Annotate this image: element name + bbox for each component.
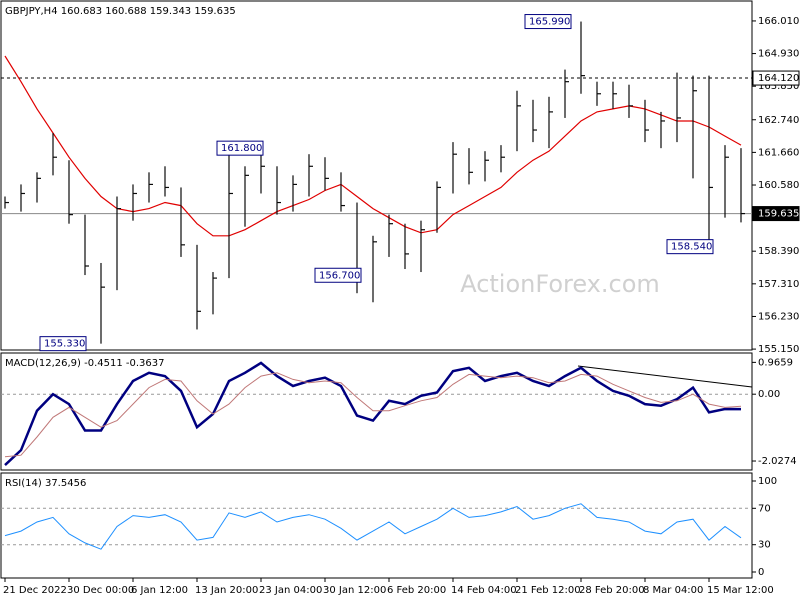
y-tick-label: 0 — [758, 567, 764, 578]
x-tick-label: 8 Mar 04:00 — [643, 585, 703, 596]
price-tag-label: 164.120 — [758, 73, 799, 84]
price-annotation-box — [666, 239, 714, 255]
x-tick-label: 15 Mar 12:00 — [707, 585, 774, 596]
watermark: ActionForex.com — [460, 270, 660, 298]
price-annotation-box — [216, 140, 264, 156]
price-tag-label: 159.635 — [758, 209, 799, 220]
x-tick-label: 23 Jan 04:00 — [259, 585, 322, 596]
panel-frame — [0, 352, 753, 471]
x-tick-label: 13 Jan 20:00 — [195, 585, 258, 596]
y-tick-label: 155.150 — [758, 344, 799, 355]
price-annotation: 156.700 — [319, 270, 360, 281]
panel-frame — [0, 472, 753, 579]
price-annotation-box — [39, 336, 87, 352]
indicator-line — [4, 361, 742, 467]
x-tick-label: 21 Feb 12:00 — [515, 585, 581, 596]
y-tick-label: 163.850 — [758, 81, 799, 92]
y-tick-label: 156.230 — [758, 311, 799, 322]
y-tick-label: 158.390 — [758, 246, 799, 257]
price-annotation: 155.330 — [44, 339, 85, 350]
y-tick-label: 160.580 — [758, 180, 799, 191]
panel-title: RSI(14) 37.5456 — [5, 478, 86, 489]
price-annotation: 165.990 — [529, 17, 570, 28]
x-tick-label: 28 Feb 20:00 — [579, 585, 645, 596]
trend-line — [577, 365, 753, 388]
price-annotation: 161.800 — [221, 143, 262, 154]
panel-frame — [0, 0, 753, 351]
indicator-line — [4, 372, 742, 458]
panel-title: MACD(12,26,9) -0.4511 -0.3637 — [5, 358, 165, 369]
y-tick-label: 0.00 — [758, 389, 780, 400]
y-tick-label: -2.0274 — [758, 456, 797, 467]
price-tag — [752, 70, 800, 86]
panel-title: GBPJPY,H4 160.683 160.688 159.343 159.63… — [5, 6, 236, 17]
y-tick-label: 100 — [758, 476, 777, 487]
x-tick-label: 21 Dec 2022 — [3, 585, 67, 596]
price-annotation-box — [314, 267, 362, 283]
y-tick-label: 166.010 — [758, 16, 799, 27]
x-tick-label: 14 Feb 04:00 — [451, 585, 517, 596]
price-tag — [752, 206, 800, 222]
y-tick-label: 30 — [758, 540, 771, 551]
moving-average — [4, 55, 742, 237]
x-tick-label: 30 Dec 00:00 — [67, 585, 134, 596]
x-tick-label: 30 Jan 12:00 — [323, 585, 386, 596]
price-annotation-box — [524, 14, 572, 30]
y-tick-label: 70 — [758, 503, 771, 514]
y-tick-label: 164.930 — [758, 49, 799, 60]
y-tick-label: 0.9659 — [758, 357, 793, 368]
indicator-line — [4, 503, 742, 550]
price-annotation: 158.540 — [671, 242, 712, 253]
x-tick-label: 6 Feb 20:00 — [387, 585, 446, 596]
y-tick-label: 161.660 — [758, 147, 799, 158]
x-tick-label: 6 Jan 12:00 — [131, 585, 188, 596]
y-tick-label: 162.740 — [758, 115, 799, 126]
y-tick-label: 157.310 — [758, 279, 799, 290]
